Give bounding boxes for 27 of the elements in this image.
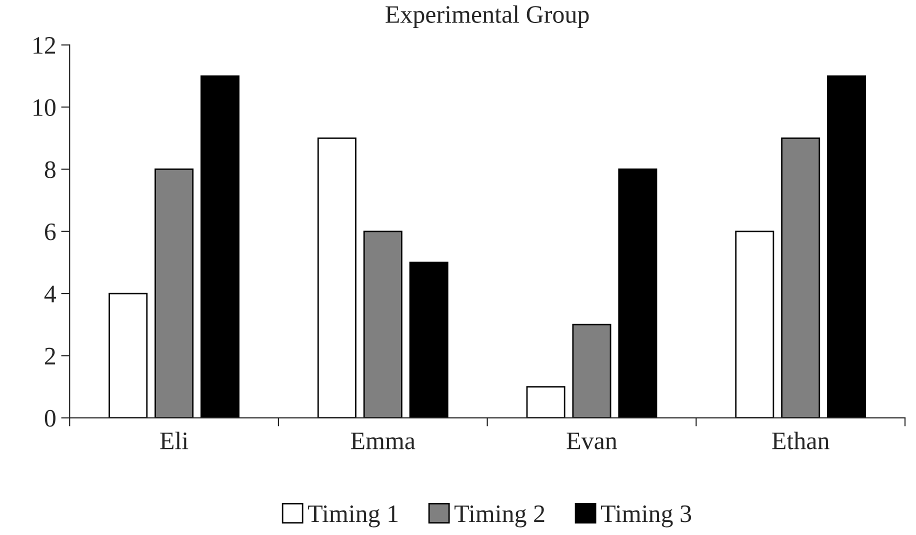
y-tick-label: 8: [44, 161, 56, 178]
y-tick-label: 0: [44, 410, 56, 427]
y-tick-label: 10: [34, 99, 56, 116]
bar: [108, 292, 148, 418]
x-tick-label: Emma: [350, 432, 416, 450]
chart-title: Experimental Group: [386, 5, 589, 28]
bar: [572, 324, 612, 418]
x-tick-label: Evan: [566, 432, 618, 450]
x-tick-label: Ethan: [772, 432, 830, 450]
bar: [618, 168, 658, 418]
bar: [827, 75, 866, 418]
y-tick-label: 12: [34, 37, 56, 54]
legend-label: Timing 1: [308, 505, 398, 528]
bar: [409, 262, 448, 418]
x-tick-label: Eli: [160, 432, 188, 450]
bar: [363, 230, 402, 418]
bar: [781, 137, 820, 418]
y-tick-label: 6: [44, 224, 56, 240]
legend-label: Timing 3: [601, 505, 692, 528]
bar: [317, 137, 356, 418]
bar: [200, 75, 240, 418]
bar: [154, 168, 194, 418]
bar: [526, 386, 566, 418]
bar: [735, 230, 774, 418]
legend-label: Timing 2: [454, 505, 544, 528]
y-tick-label: 4: [44, 286, 56, 302]
y-tick-label: 2: [45, 348, 56, 364]
